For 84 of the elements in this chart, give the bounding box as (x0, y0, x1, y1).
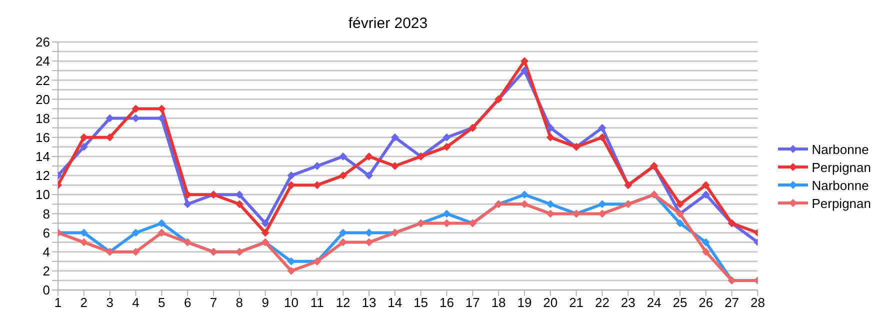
point (132, 228, 140, 237)
x-tick-label: 10 (284, 295, 298, 310)
point (158, 228, 166, 237)
y-tick-label: 14 (36, 149, 50, 164)
x-tick-label: 6 (184, 295, 192, 310)
point (702, 190, 710, 199)
x-tick-label: 7 (210, 295, 218, 310)
legend-label: Perpignan (812, 196, 871, 210)
point (390, 162, 399, 170)
point (702, 238, 710, 246)
y-tick-label: 10 (36, 187, 50, 202)
y-tick-label: 16 (36, 130, 50, 145)
point (442, 133, 451, 142)
x-tick-label: 21 (569, 295, 584, 310)
x-tick-label: 11 (310, 295, 324, 310)
point (520, 57, 528, 66)
point (598, 133, 606, 142)
y-tick-label: 4 (42, 244, 50, 260)
point (676, 200, 684, 208)
point (520, 66, 528, 75)
x-tick-label: 19 (517, 295, 532, 310)
point (80, 133, 88, 142)
x-tick-label: 28 (750, 295, 765, 310)
point (390, 133, 399, 142)
point (287, 266, 296, 275)
x-tick-label: 16 (440, 295, 454, 310)
point (546, 133, 554, 142)
y-tick-label: 20 (36, 92, 50, 107)
point (442, 142, 451, 151)
point (442, 210, 451, 218)
x-tick-label: 23 (620, 295, 636, 310)
point (235, 200, 244, 208)
x-tick-label: 20 (543, 295, 558, 310)
x-tick-label: 4 (132, 295, 140, 310)
point (339, 172, 348, 180)
x-tick-label: 17 (465, 295, 480, 310)
x-tick-label: 9 (262, 295, 269, 310)
point (702, 181, 710, 190)
x-tick-label: 3 (106, 295, 114, 310)
y-tick-label: 24 (36, 54, 50, 69)
point (598, 124, 606, 132)
legend-label: Perpignan (812, 160, 871, 174)
point (158, 219, 166, 228)
point (313, 181, 322, 190)
point (546, 124, 554, 132)
point (80, 142, 88, 151)
x-tick-label: 27 (724, 295, 740, 310)
y-tick-label: 6 (42, 225, 50, 240)
legend-label: Narbonne (812, 142, 869, 156)
x-tick-label: 26 (698, 295, 714, 310)
x-tick-label: 18 (491, 295, 506, 310)
point (364, 172, 373, 180)
x-tick-label: 12 (336, 295, 350, 310)
x-tick-label: 1 (54, 295, 62, 310)
x-tick-label: 25 (672, 295, 688, 310)
legend-label: Narbonne (812, 178, 869, 192)
point (520, 190, 528, 199)
x-tick-label: 22 (594, 295, 610, 310)
y-tick-label: 0 (42, 282, 50, 298)
point (287, 172, 296, 180)
y-tick-label: 22 (36, 72, 50, 88)
point (546, 200, 554, 208)
point (364, 152, 373, 160)
y-tick-label: 2 (42, 264, 50, 279)
x-tick-label: 24 (646, 295, 662, 310)
y-tick-label: 18 (36, 110, 50, 126)
chart-title: février 2023 (347, 14, 429, 34)
point (676, 219, 684, 228)
x-tick-label: 5 (158, 295, 166, 310)
y-tick-label: 26 (36, 34, 50, 50)
point (261, 219, 270, 228)
point (261, 228, 270, 237)
point (339, 152, 348, 160)
point (313, 162, 322, 170)
x-tick-label: 13 (362, 295, 376, 310)
x-tick-label: 2 (80, 295, 88, 310)
y-tick-label: 8 (42, 206, 50, 222)
point (80, 238, 88, 246)
point (184, 200, 192, 208)
x-tick-label: 14 (388, 295, 402, 310)
x-tick-label: 15 (414, 295, 428, 310)
x-tick-label: 8 (236, 295, 244, 310)
y-tick-label: 12 (36, 168, 50, 184)
point (702, 248, 710, 256)
